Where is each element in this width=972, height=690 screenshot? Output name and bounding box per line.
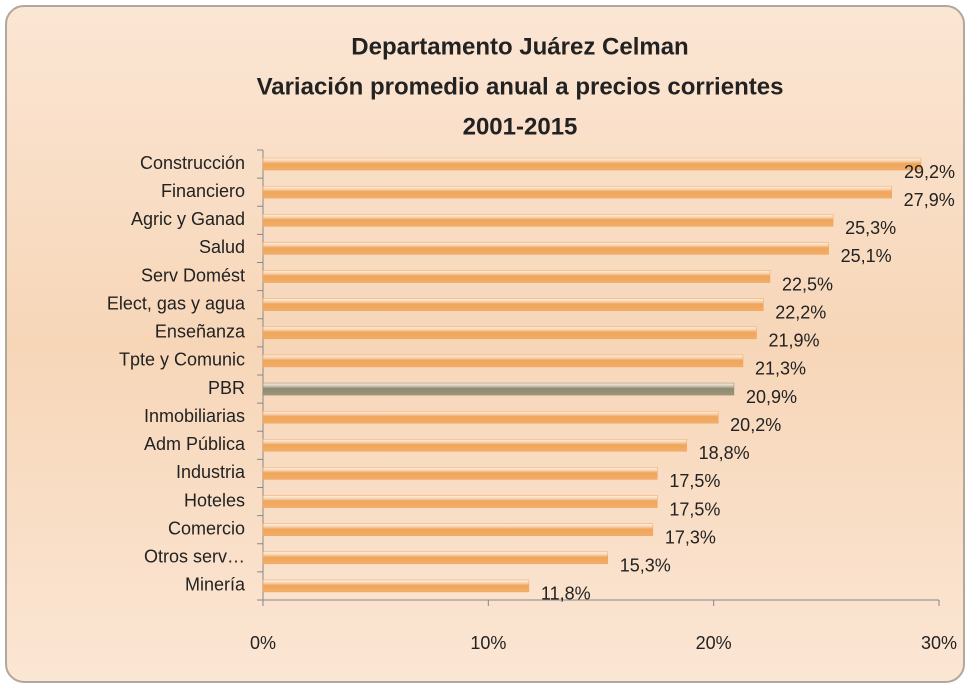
y-tick-label: Otros serv… <box>144 547 245 567</box>
y-tick-label: Tpte y Comunic <box>119 350 245 370</box>
bar <box>262 439 687 452</box>
y-tick-label: Serv Domést <box>141 265 245 285</box>
x-tick-label: 20% <box>696 633 732 653</box>
data-label: 18,8% <box>699 443 750 463</box>
bar <box>262 551 609 565</box>
data-label: 17,5% <box>669 471 720 491</box>
y-tick-label: Construcción <box>140 153 245 173</box>
data-label: 25,1% <box>841 246 892 266</box>
y-tick-label: PBR <box>208 378 245 398</box>
bar <box>262 354 744 368</box>
bar <box>262 495 658 508</box>
chart-title: 2001-2015 <box>463 113 578 140</box>
data-label: 29,2% <box>904 162 955 182</box>
bar <box>262 382 735 396</box>
y-tick-label: Inmobiliarias <box>144 406 245 426</box>
data-label: 17,5% <box>669 499 720 519</box>
bar <box>262 467 658 480</box>
bar <box>262 579 530 593</box>
data-label: 21,3% <box>755 359 806 379</box>
x-tick-label: 30% <box>921 633 957 653</box>
y-tick-label: Hoteles <box>184 490 245 510</box>
y-tick-label: Salud <box>199 237 245 257</box>
bar <box>262 298 764 311</box>
bar <box>262 326 757 340</box>
bar <box>262 185 892 199</box>
chart-title: Departamento Juárez Celman <box>351 33 688 60</box>
y-tick-label: Financiero <box>161 181 245 201</box>
data-label: 20,2% <box>730 415 781 435</box>
y-tick-label: Agric y Ganad <box>131 209 245 229</box>
bar <box>262 523 654 536</box>
bar <box>262 270 771 283</box>
data-label: 21,9% <box>768 331 819 351</box>
bar <box>262 214 834 227</box>
data-label: 22,5% <box>782 274 833 294</box>
y-tick-label: Enseñanza <box>155 322 246 342</box>
y-tick-label: Elect, gas y agua <box>107 293 246 313</box>
data-label: 15,3% <box>620 556 671 576</box>
bar <box>262 157 922 171</box>
bar <box>262 242 829 255</box>
data-label: 25,3% <box>845 218 896 238</box>
data-label: 20,9% <box>746 387 797 407</box>
data-label: 22,2% <box>775 302 826 322</box>
bar <box>262 410 719 424</box>
data-label: 11,8% <box>541 584 591 604</box>
chart-title: Variación promedio anual a precios corri… <box>257 73 784 100</box>
data-label: 17,3% <box>665 527 716 547</box>
y-tick-label: Industria <box>176 462 246 482</box>
y-tick-label: Minería <box>185 575 246 595</box>
y-tick-label: Comercio <box>168 518 245 538</box>
data-label: 27,9% <box>904 190 955 210</box>
x-tick-label: 0% <box>250 633 276 653</box>
chart-background <box>5 5 965 683</box>
y-tick-label: Adm Pública <box>144 434 246 454</box>
x-tick-label: 10% <box>470 633 506 653</box>
